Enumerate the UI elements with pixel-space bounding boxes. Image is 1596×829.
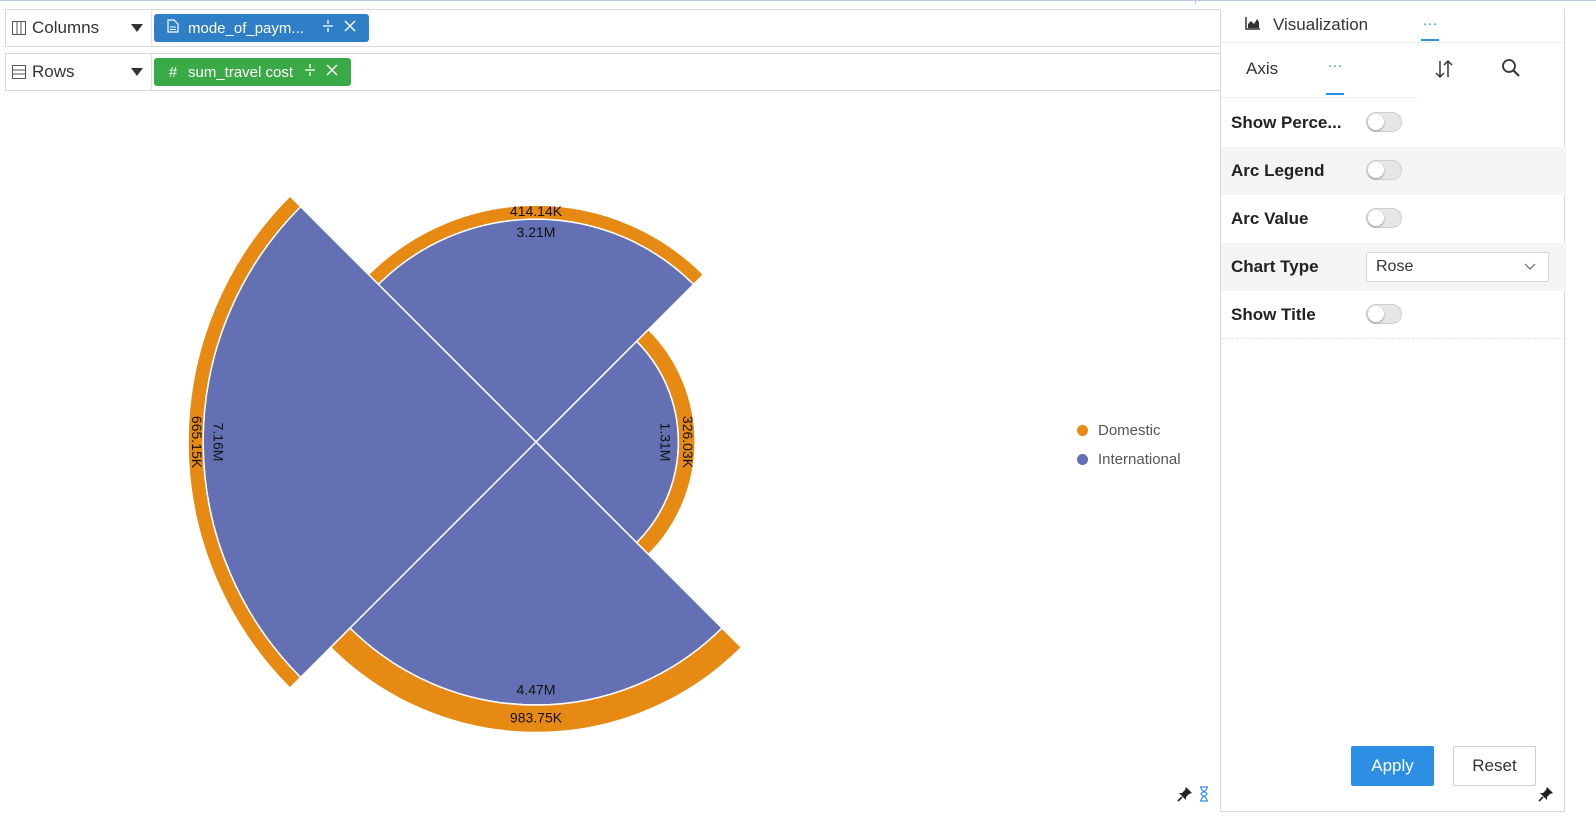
chevron-down-icon: [1524, 260, 1536, 279]
columns-shelf-label[interactable]: Columns: [6, 10, 152, 46]
property-show-title: Show Title: [1221, 291, 1566, 339]
rose-label-international-4: 7.16M: [210, 423, 226, 462]
rows-label: Rows: [32, 62, 75, 81]
columns-shelf: Columns mode_of_paym...: [5, 9, 1234, 47]
rows-field-pill[interactable]: # sum_travel cost: [154, 58, 351, 86]
rose-chart: 3.21M 414.14K 1.31M 326.03K 4.47M 983.75K 7.16…: [187, 194, 743, 734]
rows-dropdown-icon[interactable]: [131, 68, 143, 76]
property-chart-type: Chart Type Rose: [1221, 243, 1566, 291]
arc-legend-toggle[interactable]: [1366, 160, 1402, 180]
rows-icon: [12, 65, 26, 79]
rose-label-international-3: 4.47M: [517, 682, 556, 698]
rose-label-domestic-3: 983.75K: [510, 709, 563, 725]
tab-more-options[interactable]: ···: [1422, 15, 1438, 32]
columns-icon: [12, 21, 26, 35]
area-chart-icon: [1245, 15, 1261, 35]
document-icon: [164, 19, 182, 37]
split-icon[interactable]: [301, 63, 319, 82]
arc-legend-label: Arc Legend: [1231, 161, 1325, 180]
rows-shelf-label[interactable]: Rows: [6, 54, 152, 90]
show-title-toggle[interactable]: [1366, 304, 1402, 324]
split-icon[interactable]: [319, 19, 337, 38]
rows-field-name: sum_travel cost: [188, 63, 294, 81]
columns-field-pill[interactable]: mode_of_paym...: [154, 14, 369, 42]
tab-visualization[interactable]: Visualization: [1245, 15, 1368, 35]
active-tab-indicator: [1421, 39, 1439, 41]
legend-swatch-domestic: [1077, 425, 1088, 436]
rose-segment-domestic-1[interactable]: [367, 204, 705, 286]
panel-tabs: Visualization ···: [1221, 9, 1566, 43]
rose-label-domestic-4: 665.15K: [189, 416, 205, 469]
rose-label-international-2: 1.31M: [658, 423, 674, 462]
sub-tabs-divider: [1221, 97, 1417, 98]
rose-label-domestic-1: 414.14K: [510, 203, 563, 219]
hash-icon: #: [168, 63, 178, 81]
rows-shelf: Rows # sum_travel cost: [5, 53, 1234, 91]
show-percentage-toggle[interactable]: [1366, 112, 1402, 132]
active-subtab-indicator: [1326, 93, 1344, 95]
property-arc-value: Arc Value: [1221, 195, 1566, 243]
pin-icon[interactable]: [1538, 786, 1554, 807]
panel-sub-tabs: Axis ···: [1221, 49, 1566, 99]
chart-legend: Domestic International: [1077, 416, 1181, 474]
legend-label-domestic: Domestic: [1098, 422, 1161, 439]
tab-axis[interactable]: Axis: [1246, 59, 1279, 78]
property-list: Show Perce... Arc Legend Arc Value Chart…: [1221, 99, 1566, 339]
property-arc-legend: Arc Legend: [1221, 147, 1566, 195]
tab-general-more[interactable]: ···: [1327, 57, 1343, 74]
show-title-label: Show Title: [1231, 304, 1316, 324]
columns-field-name: mode_of_paym...: [188, 19, 304, 37]
remove-field-icon[interactable]: [341, 19, 359, 37]
legend-label-international: International: [1098, 451, 1181, 468]
arc-value-toggle[interactable]: [1366, 208, 1402, 228]
rose-label-international-1: 3.21M: [517, 224, 556, 240]
chart-type-value: Rose: [1376, 258, 1414, 275]
rose-label-domestic-2: 326.03K: [680, 416, 696, 469]
legend-item-domestic[interactable]: Domestic: [1077, 416, 1181, 445]
chart-type-label: Chart Type: [1231, 257, 1319, 276]
hourglass-icon: [1199, 786, 1209, 807]
columns-label: Columns: [32, 18, 100, 37]
show-percentage-label: Show Perce...: [1231, 113, 1342, 132]
top-border: [0, 0, 1596, 4]
columns-dropdown-icon[interactable]: [131, 24, 143, 32]
property-show-percentage: Show Perce...: [1221, 99, 1566, 147]
properties-panel: Visualization ··· Axis ··· Show Perce...…: [1220, 9, 1566, 812]
legend-swatch-international: [1077, 454, 1088, 465]
chart-footer-icons: [1177, 786, 1209, 807]
chart-area: 3.21M 414.14K 1.31M 326.03K 4.47M 983.75K 7.16…: [0, 92, 1220, 812]
rose-segment-domestic-4[interactable]: [187, 194, 302, 690]
search-icon[interactable]: [1501, 58, 1521, 83]
pin-icon[interactable]: [1177, 786, 1193, 807]
arc-value-label: Arc Value: [1231, 209, 1309, 228]
apply-button[interactable]: Apply: [1351, 746, 1434, 786]
chart-type-select[interactable]: Rose: [1366, 252, 1549, 282]
tab-visualization-label: Visualization: [1273, 15, 1369, 34]
sort-icon[interactable]: [1435, 59, 1453, 84]
remove-field-icon[interactable]: [323, 63, 341, 81]
legend-item-international[interactable]: International: [1077, 445, 1181, 474]
reset-button[interactable]: Reset: [1453, 746, 1536, 786]
